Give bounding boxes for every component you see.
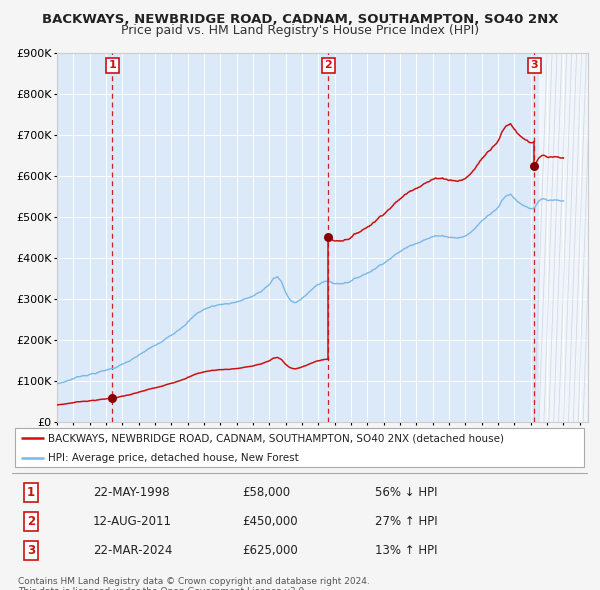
- Text: 3: 3: [530, 60, 538, 70]
- Text: 13% ↑ HPI: 13% ↑ HPI: [375, 544, 437, 557]
- Text: 3: 3: [27, 544, 35, 557]
- Text: 1: 1: [109, 60, 116, 70]
- Text: 22-MAR-2024: 22-MAR-2024: [92, 544, 172, 557]
- Text: £58,000: £58,000: [242, 486, 290, 499]
- Text: 27% ↑ HPI: 27% ↑ HPI: [375, 515, 437, 528]
- Text: BACKWAYS, NEWBRIDGE ROAD, CADNAM, SOUTHAMPTON, SO40 2NX (detached house): BACKWAYS, NEWBRIDGE ROAD, CADNAM, SOUTHA…: [48, 433, 504, 443]
- Text: 12-AUG-2011: 12-AUG-2011: [92, 515, 172, 528]
- Text: Contains HM Land Registry data © Crown copyright and database right 2024.
This d: Contains HM Land Registry data © Crown c…: [18, 577, 370, 590]
- Text: £450,000: £450,000: [242, 515, 298, 528]
- Text: £625,000: £625,000: [242, 544, 298, 557]
- FancyBboxPatch shape: [15, 428, 584, 467]
- Text: 2: 2: [325, 60, 332, 70]
- Text: 22-MAY-1998: 22-MAY-1998: [92, 486, 169, 499]
- Text: 56% ↓ HPI: 56% ↓ HPI: [375, 486, 437, 499]
- Text: Price paid vs. HM Land Registry's House Price Index (HPI): Price paid vs. HM Land Registry's House …: [121, 24, 479, 37]
- Text: 1: 1: [27, 486, 35, 499]
- Text: HPI: Average price, detached house, New Forest: HPI: Average price, detached house, New …: [48, 453, 298, 463]
- Text: 2: 2: [27, 515, 35, 528]
- Text: BACKWAYS, NEWBRIDGE ROAD, CADNAM, SOUTHAMPTON, SO40 2NX: BACKWAYS, NEWBRIDGE ROAD, CADNAM, SOUTHA…: [42, 13, 558, 26]
